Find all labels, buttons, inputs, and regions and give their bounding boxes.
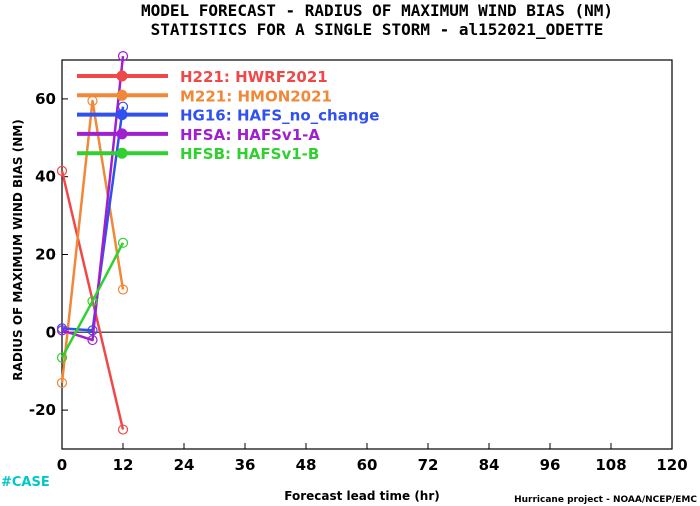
- x-axis-ticks: 0 12 24 36 48 60 72 84 96 108 120: [57, 443, 688, 474]
- y-tick-label: -20: [29, 401, 56, 419]
- x-tick-label: 60: [357, 456, 378, 474]
- legend-label: H221: HWRF2021: [180, 68, 328, 86]
- x-tick-label: 84: [479, 456, 500, 474]
- y-axis-ticks: -20 0 20 40 60: [29, 90, 68, 419]
- legend-marker: [116, 89, 128, 101]
- x-tick-label: 12: [113, 456, 134, 474]
- data-point: [87, 296, 98, 307]
- y-tick-label: 40: [35, 168, 56, 186]
- legend-label: HG16: HAFS_no_change: [180, 107, 379, 125]
- x-tick-label: 24: [174, 456, 195, 474]
- x-tick-label: 96: [540, 456, 561, 474]
- legend-marker: [116, 70, 128, 82]
- x-tick-label: 72: [418, 456, 439, 474]
- credit-text: Hurricane project - NOAA/NCEP/EMC: [514, 495, 697, 505]
- data-point: [117, 424, 129, 435]
- x-tick-label: 36: [235, 456, 256, 474]
- data-point: [56, 165, 68, 176]
- case-tag: #CASE: [1, 475, 50, 490]
- y-tick-label: 0: [46, 323, 56, 341]
- x-tick-label: 108: [595, 456, 626, 474]
- x-tick-label: 120: [656, 456, 687, 474]
- series-line: [60, 99, 125, 384]
- legend-label: HFSA: HAFSv1-A: [180, 126, 320, 144]
- y-axis-label: RADIUS OF MAXIMUM WIND BIAS (NM): [11, 119, 25, 380]
- legend-marker: [116, 147, 128, 159]
- y-tick-label: 60: [35, 90, 56, 108]
- legend-label: HFSB: HAFSv1-B: [180, 145, 319, 163]
- series-line: [60, 242, 125, 359]
- data-point: [117, 284, 129, 295]
- chart-title: MODEL FORECAST - RADIUS OF MAXIMUM WIND …: [141, 1, 613, 20]
- legend-marker: [116, 109, 128, 121]
- data-point: [117, 237, 129, 248]
- x-tick-label: 0: [57, 456, 67, 474]
- legend-label: M221: HMON2021: [180, 87, 332, 105]
- x-axis-label: Forecast lead time (hr): [284, 489, 440, 503]
- data-point: [56, 352, 68, 363]
- x-tick-label: 48: [296, 456, 317, 474]
- data-point: [117, 51, 129, 62]
- legend-marker: [116, 128, 128, 140]
- data-point: [56, 377, 68, 388]
- series-layer: [56, 51, 129, 435]
- series-line: [61, 55, 125, 342]
- data-point: [56, 325, 68, 336]
- chart-subtitle: STATISTICS FOR A SINGLE STORM - al152021…: [151, 20, 604, 39]
- data-point: [87, 334, 98, 346]
- y-tick-label: 20: [35, 246, 56, 264]
